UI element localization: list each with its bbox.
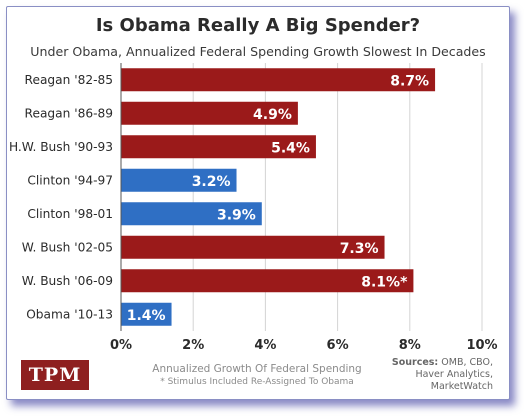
bar xyxy=(121,235,385,259)
bar xyxy=(121,68,436,92)
x-tick-label: 2% xyxy=(182,338,204,353)
category-label: H.W. Bush '90-93 xyxy=(9,140,113,154)
bar xyxy=(121,202,262,226)
data-label: 7.3% xyxy=(340,241,379,257)
bar xyxy=(121,135,316,159)
category-label: Clinton '98-01 xyxy=(27,207,113,221)
category-label: W. Bush '06-09 xyxy=(22,274,113,288)
x-tick-label: 8% xyxy=(399,338,421,353)
sources-label: Sources: xyxy=(391,357,439,368)
x-tick-label: 10% xyxy=(466,338,497,353)
footnote: * Stimulus Included Re-Assigned To Obama xyxy=(160,377,354,387)
bar xyxy=(121,269,414,293)
x-axis-label: Annualized Growth Of Federal Spending xyxy=(152,363,362,375)
data-label: 5.4% xyxy=(271,140,310,156)
bar xyxy=(121,302,172,326)
chart-title: Is Obama Really A Big Spender? xyxy=(95,15,421,36)
data-label: 1.4% xyxy=(127,308,166,324)
bar-chart: Reagan '82-85 8.7% Reagan '86-89 4.9% H.W. B… xyxy=(9,63,498,353)
data-label: 3.2% xyxy=(192,174,231,190)
bar xyxy=(121,168,237,192)
x-tick-label: 6% xyxy=(327,338,349,353)
data-label: 8.7% xyxy=(390,73,429,89)
category-label: Reagan '86-89 xyxy=(25,106,113,120)
category-label: W. Bush '02-05 xyxy=(22,240,113,254)
bar xyxy=(121,101,298,125)
category-label: Reagan '82-85 xyxy=(25,73,113,87)
category-label: Obama '10-13 xyxy=(26,307,113,321)
sources-line: MarketWatch xyxy=(430,381,493,392)
sources: Sources: OMB, CBO, Haver Analytics, Mark… xyxy=(363,357,493,393)
chart-subtitle: Under Obama, Annualized Federal Spending… xyxy=(30,44,486,59)
chart-card: Is Obama Really A Big Spender? Under Oba… xyxy=(6,6,510,400)
sources-line: OMB, CBO, xyxy=(441,357,493,368)
data-label: 3.9% xyxy=(217,207,256,223)
category-label: Clinton '94-97 xyxy=(27,173,113,187)
data-label: 8.1%* xyxy=(361,274,408,290)
sources-line: Haver Analytics, xyxy=(415,369,493,380)
x-tick-label: 4% xyxy=(254,338,276,353)
x-tick-label: 0% xyxy=(110,338,132,353)
data-label: 4.9% xyxy=(253,107,292,123)
tpm-logo: TPM xyxy=(21,360,89,390)
